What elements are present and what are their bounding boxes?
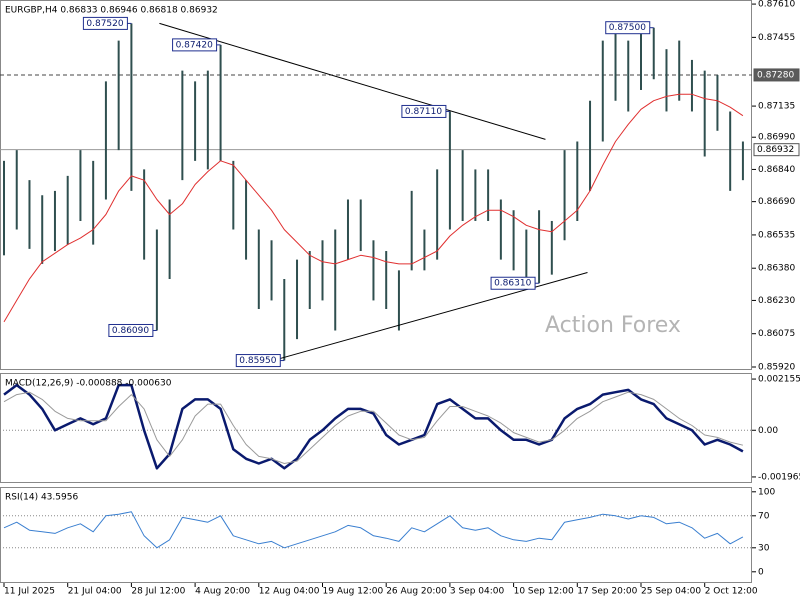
y-tick-label: -0.001965 [758,472,800,482]
panel-header: RSI(14) 43.5956 [5,493,78,503]
y-tick-label: 0.86690 [758,197,795,207]
trendline [159,22,546,140]
y-tick-label: 0.86840 [758,165,795,175]
price-box-label: 0.86932 [757,145,794,155]
annotation-label: 0.85950 [239,356,276,366]
y-tick-label: 0.86990 [758,133,795,143]
y-tick-label: 0.87610 [758,0,795,10]
x-tick-label: 10 Sep 12:00 [514,587,574,597]
y-tick-label: 0.86230 [758,296,795,306]
y-tick-label: 0.00 [758,426,778,436]
annotation-box [490,276,536,290]
x-tick-label: 19 Aug 12:00 [323,587,384,597]
annotation-label: 0.87500 [609,23,646,33]
y-tick-label: 0.87455 [758,33,795,43]
indicator-line [3,383,744,470]
annotation-label: 0.87420 [176,40,213,50]
price-box-label: 0.87280 [757,70,794,80]
annotation-label: 0.86090 [112,326,149,336]
y-tick-label: 0 [758,567,764,577]
panel-header: EURGBP,H4 0.86833 0.86946 0.86818 0.8693… [5,6,218,16]
annotation-label: 0.86310 [494,279,531,289]
y-tick-label: 0.86380 [758,264,795,274]
watermark: Action Forex [545,313,681,338]
x-tick-label: 12 Aug 04:00 [259,587,320,597]
indicator-line [3,511,744,549]
y-tick-label: 0.87135 [758,102,795,112]
x-tick-label: 28 Jul 12:00 [131,587,185,597]
y-tick-label: 0.86075 [758,329,795,339]
y-tick-label: 30 [758,543,770,553]
y-tick-label: 0.002155 [758,375,800,385]
annotation-label: 0.87110 [405,107,442,117]
indicator-line [3,93,744,323]
panel-frame [0,487,752,583]
x-tick-label: 25 Sep 04:00 [641,587,701,597]
y-tick-label: 0.86535 [758,230,795,240]
x-tick-label: 2 Oct 12:00 [705,587,758,597]
indicator-line [3,391,744,464]
x-tick-label: 11 Jul 2025 [4,587,55,597]
panel-header: MACD(12,26,9) -0.000888 -0.000630 [5,379,172,389]
x-tick-label: 4 Aug 20:00 [195,587,250,597]
price-box [753,143,800,157]
x-tick-label: 3 Sep 04:00 [450,587,505,597]
y-tick-label: 100 [758,487,775,497]
panel-frame [0,373,752,483]
annotation-label: 0.87520 [86,19,123,29]
y-tick-label: 70 [758,511,770,521]
x-tick-label: 17 Sep 20:00 [577,587,637,597]
y-tick-label: 0.85920 [758,362,795,372]
x-tick-label: 21 Jul 04:00 [68,587,122,597]
x-tick-label: 26 Aug 20:00 [386,587,447,597]
panel-frame [0,0,752,370]
price-box [753,68,800,82]
